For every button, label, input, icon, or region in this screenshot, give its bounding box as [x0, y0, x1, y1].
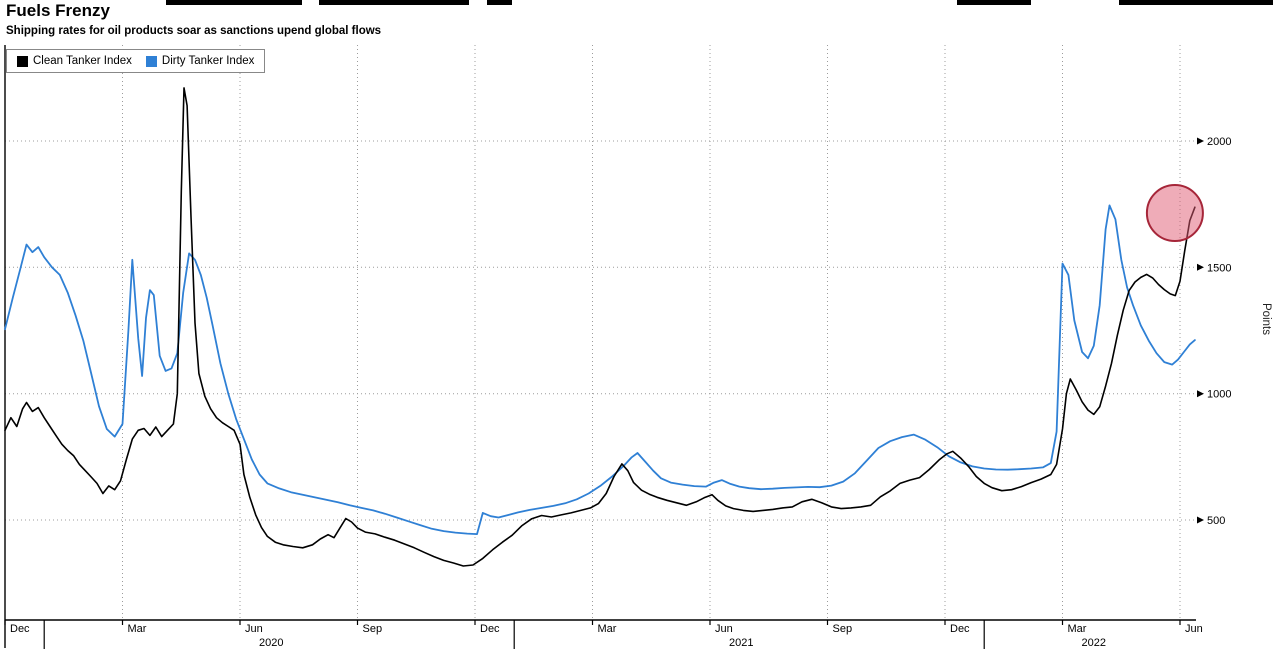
y-tick-label: 1000: [1207, 389, 1231, 401]
series-line-1: [4, 204, 1196, 535]
y-tick-label: 1500: [1207, 262, 1231, 274]
axes: [4, 45, 1196, 648]
chart-subtitle: Shipping rates for oil products soar as …: [6, 24, 382, 37]
x-tick-label: Dec: [480, 623, 500, 635]
x-tick-label: Sep: [833, 623, 853, 635]
x-tick-label: Sep: [363, 623, 383, 635]
gridlines: [5, 45, 1196, 620]
x-tick-label: Jun: [1185, 623, 1203, 635]
legend-item-dirty-tanker: Dirty Tanker Index: [145, 55, 255, 67]
chart-legend: Clean Tanker Index Dirty Tanker Index: [6, 49, 266, 73]
tick-arrow-icon: [1197, 137, 1204, 145]
cropped-bar: [319, 0, 469, 5]
tick-arrow-icon: [1197, 390, 1204, 398]
chart-header: Fuels Frenzy Shipping rates for oil prod…: [6, 1, 382, 37]
x-tick-label: Dec: [10, 623, 30, 635]
series-line-0: [4, 87, 1196, 567]
cropped-bar: [1119, 0, 1273, 5]
tick-arrow-icon: [1197, 263, 1204, 271]
y-tick-label: 500: [1207, 515, 1225, 527]
cropped-bar: [487, 0, 512, 5]
x-tick-label: Dec: [950, 623, 970, 635]
y-axis-ticks: 500 1000 1500 2000: [1197, 136, 1231, 527]
x-axis-ticks: Dec Mar Jun Sep Dec Mar Jun Sep Dec Mar Jun 2020 202…: [4, 620, 1203, 649]
legend-label-dirty-tanker: Dirty Tanker Index: [161, 55, 255, 67]
highlight-circle-annotation: [1145, 184, 1204, 242]
chart-title: Fuels Frenzy: [6, 1, 110, 20]
y-axis-unit-label: Points: [1260, 303, 1272, 335]
y-tick-label: 2000: [1207, 136, 1231, 148]
legend-item-clean-tanker: Clean Tanker Index: [17, 55, 132, 67]
x-tick-label: Jun: [715, 623, 733, 635]
cropped-bar: [957, 0, 1031, 5]
legend-label-clean-tanker: Clean Tanker Index: [33, 55, 132, 67]
year-label: 2021: [729, 637, 753, 649]
x-tick-label: Jun: [245, 623, 263, 635]
x-tick-label: Mar: [1068, 623, 1087, 635]
x-tick-label: Mar: [128, 623, 147, 635]
year-label: 2020: [259, 637, 283, 649]
year-label: 2022: [1082, 637, 1106, 649]
x-tick-label: Mar: [598, 623, 617, 635]
dirty-tanker-swatch-icon: [145, 55, 157, 67]
cropped-bar: [166, 0, 302, 5]
clean-tanker-swatch-icon: [17, 55, 28, 67]
tick-arrow-icon: [1197, 516, 1204, 524]
